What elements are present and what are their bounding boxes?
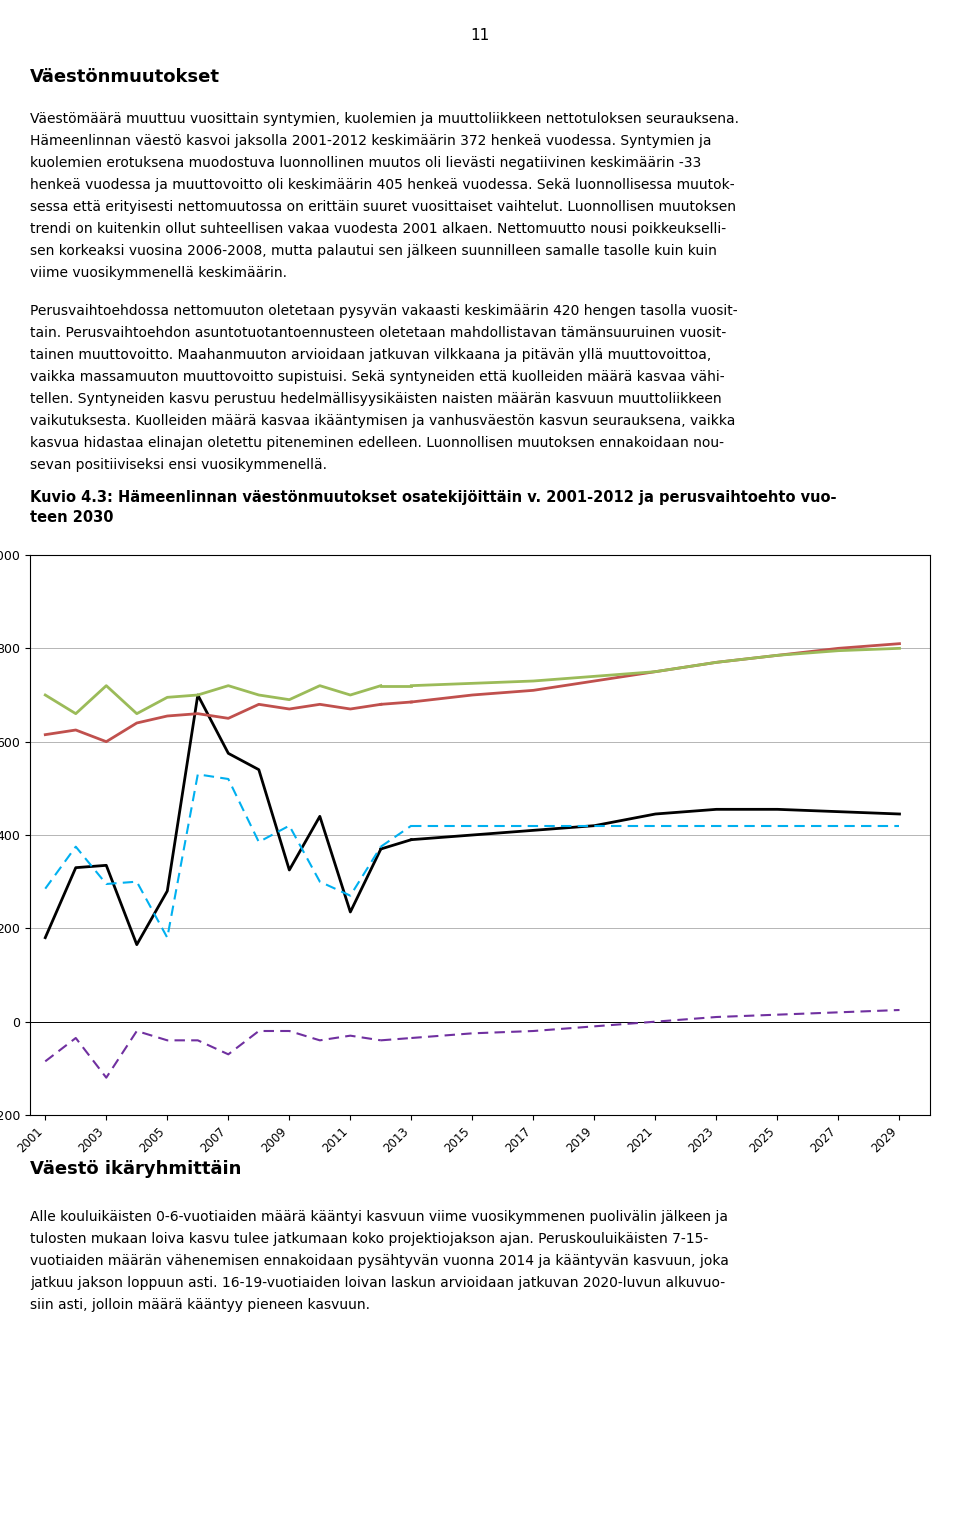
- Text: sevan positiiviseksi ensi vuosikymmenellä.: sevan positiiviseksi ensi vuosikymmenell…: [30, 458, 327, 473]
- Text: Alle kouluikäisten 0-6-vuotiaiden määrä kääntyi kasvuun viime vuosikymmenen puol: Alle kouluikäisten 0-6-vuotiaiden määrä …: [30, 1210, 728, 1224]
- Text: vuotiaiden määrän vähenemisen ennakoidaan pysähtyvän vuonna 2014 ja kääntyvän ka: vuotiaiden määrän vähenemisen ennakoidaa…: [30, 1254, 729, 1268]
- Text: Väestö ikäryhmittäin: Väestö ikäryhmittäin: [30, 1160, 241, 1179]
- Text: tain. Perusvaihtoehdon asuntotuotantoennusteen oletetaan mahdollistavan tämänsuu: tain. Perusvaihtoehdon asuntotuotantoenn…: [30, 326, 727, 339]
- Text: sen korkeaksi vuosina 2006-2008, mutta palautui sen jälkeen suunnilleen samalle : sen korkeaksi vuosina 2006-2008, mutta p…: [30, 244, 717, 258]
- Text: tainen muuttovoitto. Maahanmuuton arvioidaan jatkuvan vilkkaana ja pitävän yllä : tainen muuttovoitto. Maahanmuuton arvioi…: [30, 348, 711, 362]
- Text: trendi on kuitenkin ollut suhteellisen vakaa vuodesta 2001 alkaen. Nettomuutto n: trendi on kuitenkin ollut suhteellisen v…: [30, 223, 726, 236]
- Text: henkeä vuodessa ja muuttovoitto oli keskimäärin 405 henkeä vuodessa. Sekä luonno: henkeä vuodessa ja muuttovoitto oli kesk…: [30, 177, 734, 192]
- Text: 11: 11: [470, 27, 490, 42]
- Text: siin asti, jolloin määrä kääntyy pieneen kasvuun.: siin asti, jolloin määrä kääntyy pieneen…: [30, 1298, 370, 1312]
- Text: Kuvio 4.3: Hämeenlinnan väestönmuutokset osatekijöittäin v. 2001-2012 ja perusva: Kuvio 4.3: Hämeenlinnan väestönmuutokset…: [30, 489, 836, 504]
- Text: Perusvaihtoehdossa nettomuuton oletetaan pysyvän vakaasti keskimäärin 420 hengen: Perusvaihtoehdossa nettomuuton oletetaan…: [30, 305, 737, 318]
- Text: vaikutuksesta. Kuolleiden määrä kasvaa ikääntymisen ja vanhusväestön kasvun seur: vaikutuksesta. Kuolleiden määrä kasvaa i…: [30, 414, 735, 429]
- Text: kuolemien erotuksena muodostuva luonnollinen muutos oli lievästi negatiivinen ke: kuolemien erotuksena muodostuva luonnoll…: [30, 156, 701, 170]
- Text: Hämeenlinnan väestö kasvoi jaksolla 2001-2012 keskimäärin 372 henkeä vuodessa. S: Hämeenlinnan väestö kasvoi jaksolla 2001…: [30, 133, 711, 148]
- Text: teen 2030: teen 2030: [30, 511, 113, 526]
- Text: tulosten mukaan loiva kasvu tulee jatkumaan koko projektiojakson ajan. Peruskoul: tulosten mukaan loiva kasvu tulee jatkum…: [30, 1232, 708, 1245]
- Text: Väestönmuutokset: Väestönmuutokset: [30, 68, 220, 86]
- Text: viime vuosikymmenellä keskimäärin.: viime vuosikymmenellä keskimäärin.: [30, 267, 287, 280]
- Text: tellen. Syntyneiden kasvu perustuu hedelmällisyysikäisten naisten määrän kasvuun: tellen. Syntyneiden kasvu perustuu hedel…: [30, 392, 722, 406]
- Text: jatkuu jakson loppuun asti. 16-19-vuotiaiden loivan laskun arvioidaan jatkuvan 2: jatkuu jakson loppuun asti. 16-19-vuotia…: [30, 1276, 725, 1289]
- Text: vaikka massamuuton muuttovoitto supistuisi. Sekä syntyneiden että kuolleiden mää: vaikka massamuuton muuttovoitto supistui…: [30, 370, 725, 383]
- Text: sessa että erityisesti nettomuutossa on erittäin suuret vuosittaiset vaihtelut. : sessa että erityisesti nettomuutossa on …: [30, 200, 736, 214]
- Text: kasvua hidastaa elinajan oletettu piteneminen edelleen. Luonnollisen muutoksen e: kasvua hidastaa elinajan oletettu pitene…: [30, 436, 724, 450]
- Text: Väestömäärä muuttuu vuosittain syntymien, kuolemien ja muuttoliikkeen nettotulok: Väestömäärä muuttuu vuosittain syntymien…: [30, 112, 739, 126]
